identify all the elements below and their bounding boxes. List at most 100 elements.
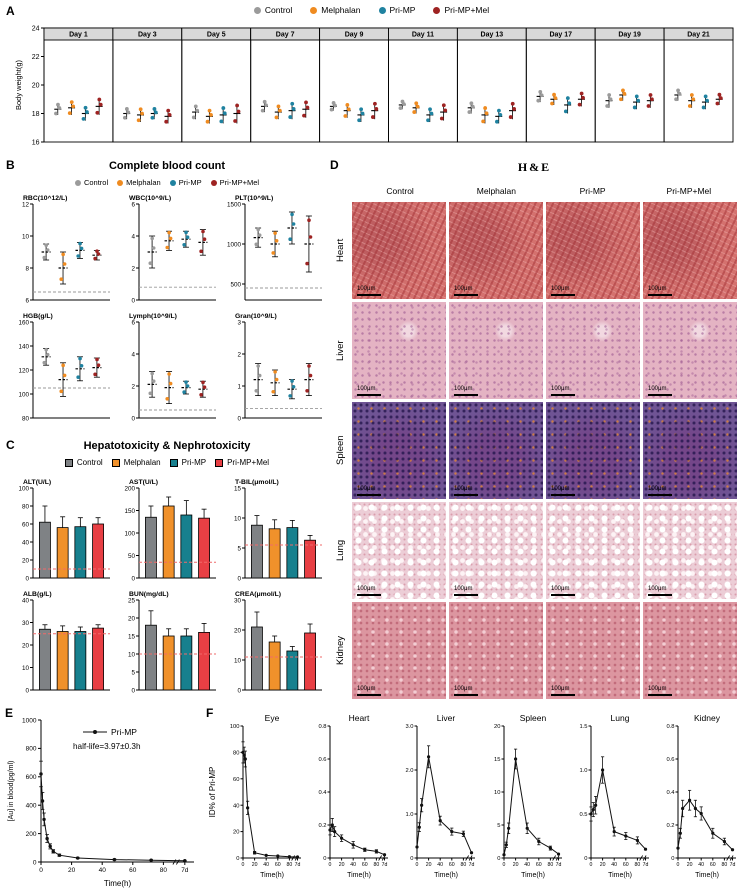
scale-bar-label: 100μm bbox=[648, 586, 667, 592]
svg-text:CREA(μmol/L): CREA(μmol/L) bbox=[235, 591, 281, 598]
histology-image-spleen-melphalan: 100μm bbox=[449, 402, 543, 499]
blood-count-svg: HGB(g/L) 80 100 120 140 160 bbox=[18, 313, 110, 422]
scale-bar-label: 100μm bbox=[551, 386, 570, 392]
histology-image-lung-pri-mp-mel: 100μm bbox=[643, 502, 737, 599]
svg-text:60: 60 bbox=[233, 777, 239, 783]
legend-item-pri-mp: Pri-MP bbox=[378, 5, 416, 15]
panel-d-label: D bbox=[330, 158, 339, 172]
toxicity-plot-crea: CREA(μmol/L) 0 10 20 30 bbox=[221, 588, 327, 700]
svg-text:20: 20 bbox=[22, 642, 30, 649]
scale-bar: 100μm bbox=[357, 286, 381, 296]
svg-text:10: 10 bbox=[234, 657, 242, 664]
scale-bar: 100μm bbox=[551, 586, 575, 596]
svg-text:20: 20 bbox=[494, 724, 500, 730]
scale-bar-line bbox=[357, 694, 381, 696]
blood-kinetics-chart: 0 200 400 600 800 1000 0 20 40 60 80 7d Time(h) [Au] … bbox=[4, 712, 202, 890]
svg-text:7d: 7d bbox=[556, 862, 562, 868]
legend-item-pri-mp-mel: Pri-MP+Mel bbox=[210, 178, 260, 187]
scale-bar: 100μm bbox=[454, 486, 478, 496]
histology-image-kidney-pri-mp-mel: 100μm bbox=[643, 602, 737, 699]
histology-image-heart-pri-mp: 100μm bbox=[546, 202, 640, 299]
svg-text:0.4: 0.4 bbox=[318, 790, 327, 796]
scale-bar-line bbox=[454, 494, 478, 496]
toxicity-plot-alt: ALT(U/L) 0 20 40 60 80 100 bbox=[9, 476, 115, 588]
svg-text:60: 60 bbox=[710, 862, 716, 868]
svg-text:20: 20 bbox=[32, 83, 40, 90]
svg-text:Gran(10^9/L): Gran(10^9/L) bbox=[235, 312, 277, 320]
scale-bar-label: 100μm bbox=[454, 486, 473, 492]
melphalan-swatch-icon bbox=[111, 458, 120, 467]
panel-b-title: Complete blood count bbox=[108, 160, 226, 172]
panel-f: F ID% of Pri-MP Eye 0 20 40 60 80 100 0 20 40 60 80… bbox=[204, 706, 741, 892]
histology-image-liver-melphalan: 100μm bbox=[449, 302, 543, 399]
svg-text:6: 6 bbox=[25, 297, 29, 304]
panel-e: E 0 200 400 600 800 1000 0 20 40 60 80 7d Time(h) [Au… bbox=[2, 706, 204, 892]
svg-text:0.6: 0.6 bbox=[666, 757, 674, 763]
svg-text:80: 80 bbox=[722, 862, 728, 868]
svg-text:0: 0 bbox=[237, 575, 241, 582]
melphalan-dot-icon bbox=[310, 6, 318, 14]
panel-a-legend: Control Melphalan Pri-MP Pri-MP+Mel bbox=[6, 5, 737, 15]
biodistribution-plot-spleen: Spleen 0 5 10 15 20 0 20 40 60 80 7d Time(h) bbox=[479, 712, 566, 888]
scale-bar-label: 100μm bbox=[551, 486, 570, 492]
svg-text:160: 160 bbox=[18, 319, 29, 326]
blood-count-svg: PLT(10^9/L) 500 1000 1500 bbox=[227, 194, 322, 301]
svg-text:Kidney: Kidney bbox=[694, 713, 721, 723]
scale-bar-label: 100μm bbox=[454, 386, 473, 392]
svg-text:15: 15 bbox=[234, 485, 242, 492]
svg-text:Day 1: Day 1 bbox=[69, 32, 88, 39]
toxicity-plot-ast: AST(U/L) 0 50 100 150 200 bbox=[115, 476, 221, 588]
histology-column-header: Control bbox=[386, 186, 414, 196]
svg-text:Eye: Eye bbox=[265, 713, 280, 723]
svg-text:24: 24 bbox=[32, 26, 40, 33]
svg-text:0.8: 0.8 bbox=[318, 724, 326, 730]
svg-text:400: 400 bbox=[26, 803, 37, 810]
svg-text:16: 16 bbox=[32, 140, 40, 147]
legend-label-pri-mp-mel: Pri-MP+Mel bbox=[444, 5, 490, 15]
biodistribution-svg: Heart 0 0.2 0.4 0.6 0.8 0 20 40 60 80 7d Time(h) bbox=[318, 713, 388, 879]
blood-count-plot-wbc: WBC(10^9/L) 0 2 4 6 bbox=[115, 192, 221, 310]
scale-bar: 100μm bbox=[648, 386, 672, 396]
control-dot-icon bbox=[74, 179, 81, 186]
svg-text:30: 30 bbox=[22, 620, 30, 627]
legend-label-pri-mp-mel: Pri-MP+Mel bbox=[219, 178, 260, 187]
histology-grid: 100μm 100μm 100μm 100μm 100μm 100μm 100μm 100μm… bbox=[352, 202, 737, 699]
svg-text:120: 120 bbox=[18, 367, 29, 374]
svg-text:7d: 7d bbox=[181, 867, 189, 874]
scale-bar-label: 100μm bbox=[357, 486, 376, 492]
svg-text:0: 0 bbox=[131, 575, 135, 582]
pri-mp-dot-icon bbox=[169, 179, 176, 186]
svg-text:500: 500 bbox=[230, 281, 241, 288]
scale-bar-label: 100μm bbox=[648, 486, 667, 492]
legend-item-melphalan: Melphalan bbox=[111, 458, 161, 467]
svg-text:0: 0 bbox=[131, 415, 135, 422]
panel-d: D H&E Control Melphalan Pri-MP Pri-MP+Mel H… bbox=[330, 158, 739, 704]
histology-column-header: Pri-MP bbox=[579, 186, 606, 196]
svg-text:20: 20 bbox=[687, 862, 693, 868]
svg-text:80: 80 bbox=[635, 862, 641, 868]
svg-text:0: 0 bbox=[33, 859, 37, 866]
legend-label-pri-mp: Pri-MP bbox=[389, 5, 416, 15]
svg-text:20: 20 bbox=[22, 557, 30, 564]
scale-bar: 100μm bbox=[454, 686, 478, 696]
svg-text:0.2: 0.2 bbox=[318, 823, 326, 829]
histology-title: H&E bbox=[517, 160, 552, 174]
svg-text:0: 0 bbox=[237, 415, 241, 422]
scale-bar-line bbox=[648, 594, 672, 596]
svg-text:0: 0 bbox=[242, 862, 245, 868]
svg-text:40: 40 bbox=[698, 862, 704, 868]
scale-bar: 100μm bbox=[357, 686, 381, 696]
scale-bar-line bbox=[648, 694, 672, 696]
legend-item-melphalan: Melphalan bbox=[310, 5, 361, 15]
svg-text:half-life=3.97±0.3h: half-life=3.97±0.3h bbox=[73, 742, 141, 751]
svg-text:60: 60 bbox=[275, 862, 281, 868]
scale-bar-label: 100μm bbox=[357, 286, 376, 292]
histology-column-header: Melphalan bbox=[476, 186, 516, 196]
svg-text:1000: 1000 bbox=[22, 717, 37, 724]
svg-text:[Au] in blood(pg/ml): [Au] in blood(pg/ml) bbox=[8, 761, 15, 822]
svg-text:0: 0 bbox=[671, 856, 674, 862]
histology-column-header: Pri-MP+Mel bbox=[666, 186, 712, 196]
blood-count-plot-rbc: RBC(10^12/L) 6 8 10 12 bbox=[9, 192, 115, 310]
